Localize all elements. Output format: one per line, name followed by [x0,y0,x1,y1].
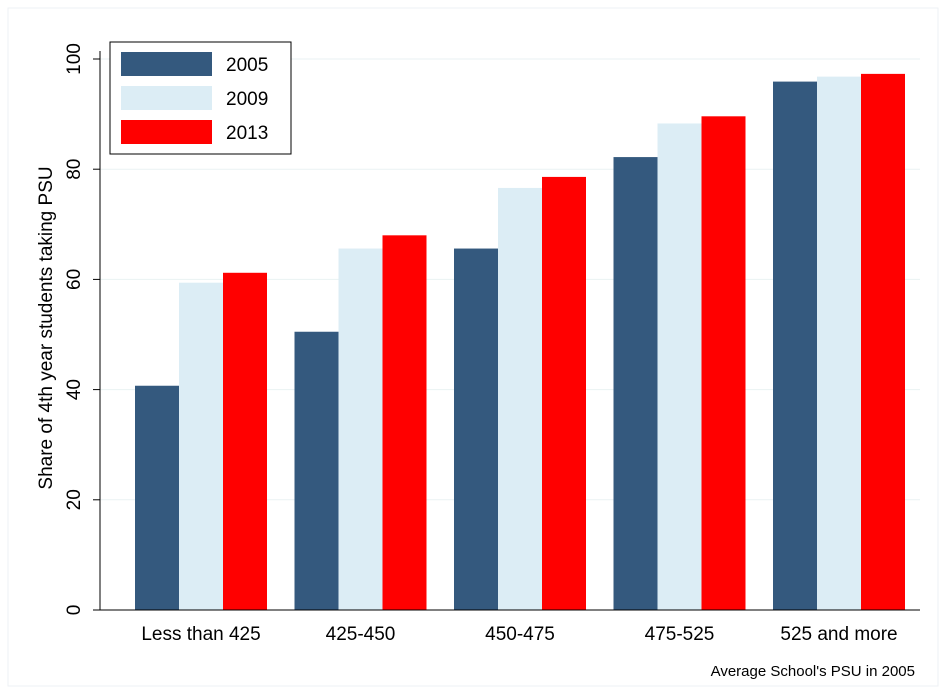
bar-2013-3 [701,116,746,610]
bar-2013-4 [861,73,905,610]
legend-swatch-2005 [121,52,212,76]
x-tick-label: 450-475 [485,624,555,645]
bars [135,73,905,610]
bar-2005-0 [135,385,179,610]
y-axis: 0 20 40 60 80 100 [64,43,101,616]
y-tick-label: 80 [64,159,85,180]
bar-2009-0 [179,282,223,610]
y-tick-label: 40 [64,379,85,400]
bar-2005-2 [454,248,498,610]
legend-label-2005: 2005 [226,55,268,76]
bar-2013-0 [223,272,267,610]
y-tick-label: 20 [64,489,85,510]
bar-2005-3 [613,157,658,610]
y-tick-label: 0 [64,605,85,616]
y-tick-label: 100 [64,43,85,75]
x-tick-label: 475-525 [645,624,715,645]
x-tick-label: 525 and more [780,624,897,645]
bar-2009-2 [498,187,542,610]
bar-2009-3 [657,123,702,610]
bar-2009-1 [338,248,383,610]
y-axis-label: Share of 4th year students taking PSU [36,166,57,489]
bar-2005-1 [294,331,339,610]
bar-2005-4 [773,81,817,610]
bar-2009-4 [817,76,861,610]
legend-swatch-2013 [121,120,212,144]
x-tick-label: 425-450 [326,624,396,645]
x-axis: Less than 425 425-450 450-475 475-525 525 an… [100,609,920,645]
legend-label-2009: 2009 [226,89,268,110]
legend: 2005 2009 2013 [109,41,292,155]
bar-2013-1 [382,235,427,610]
legend-swatch-2009 [121,86,212,110]
y-tick-label: 60 [64,269,85,290]
bar-2013-2 [542,176,586,610]
legend-label-2013: 2013 [226,123,268,144]
x-tick-label: Less than 425 [141,624,260,645]
x-axis-label: Average School's PSU in 2005 [711,663,915,680]
